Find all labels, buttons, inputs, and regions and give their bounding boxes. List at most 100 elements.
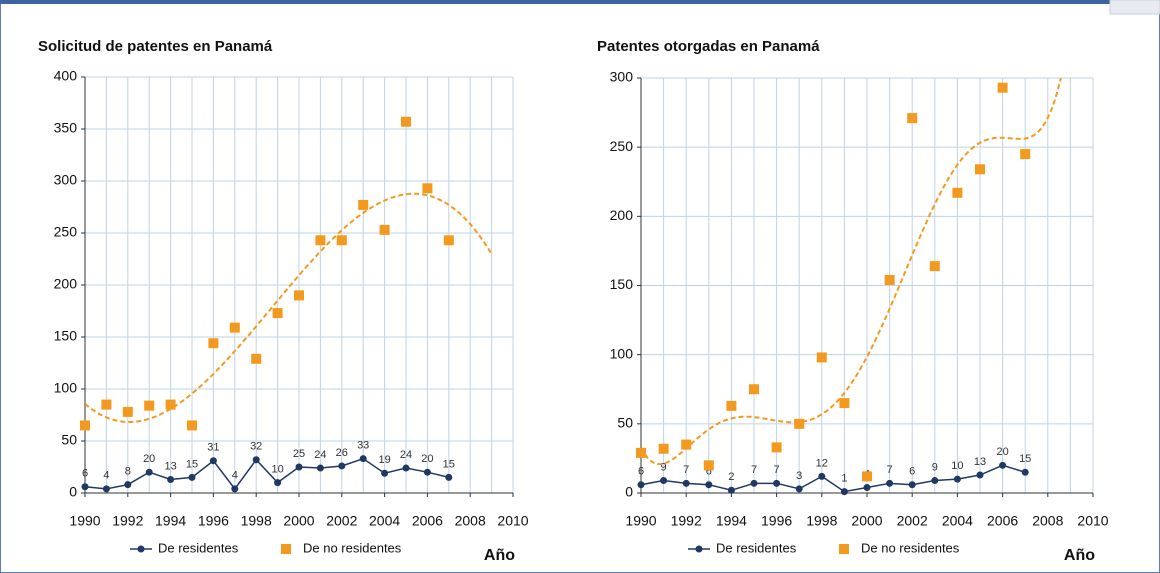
point — [862, 471, 872, 482]
x-tick-label: 2000 — [851, 513, 882, 529]
x-tick-label: 2000 — [283, 513, 314, 529]
data-label: 4 — [232, 470, 238, 482]
data-label: 6 — [638, 466, 644, 478]
data-label: 19 — [378, 454, 390, 466]
point — [401, 116, 411, 127]
point — [840, 488, 848, 496]
point — [637, 481, 645, 489]
point — [188, 473, 196, 481]
y-tick-label: 100 — [54, 380, 78, 396]
y-tick-label: 300 — [54, 172, 78, 188]
point — [294, 290, 304, 301]
legend-label: De residentes — [158, 540, 239, 555]
y-tick-label: 250 — [610, 138, 634, 154]
point — [636, 447, 646, 458]
data-label: 15 — [443, 458, 455, 470]
trendline — [85, 192, 493, 423]
x-tick-label: 2010 — [1077, 513, 1108, 529]
point — [422, 183, 433, 194]
x-tick-label: 1990 — [69, 513, 100, 529]
point — [816, 352, 827, 363]
data-label: 13 — [974, 456, 986, 468]
chart-title: Patentes otorgadas en Panamá — [597, 38, 820, 55]
point — [703, 460, 714, 471]
data-label: 32 — [250, 441, 262, 453]
point — [771, 442, 782, 453]
y-tick-label: 400 — [54, 68, 78, 84]
x-tick-label: 1998 — [806, 513, 837, 529]
x-axis-title: Año — [1064, 547, 1095, 564]
y-tick-label: 150 — [610, 276, 634, 292]
x-tick-label: 2004 — [942, 513, 973, 529]
chart-title: Solicitud de patentes en Panamá — [38, 38, 273, 55]
point — [908, 481, 916, 489]
legend-marker — [839, 544, 849, 554]
legend-marker — [137, 545, 145, 553]
top-bar — [0, 0, 1160, 4]
y-tick-label: 200 — [610, 207, 634, 223]
data-label: 4 — [103, 470, 109, 482]
y-tick-label: 150 — [54, 328, 78, 344]
point — [886, 479, 894, 487]
point — [209, 457, 217, 465]
x-tick-label: 1990 — [625, 513, 656, 529]
data-label: 13 — [164, 460, 176, 472]
point — [727, 486, 735, 494]
data-label: 7 — [887, 464, 893, 476]
point — [1020, 149, 1031, 160]
legend-marker — [695, 545, 703, 553]
point — [976, 471, 984, 479]
x-tick-label: 1994 — [716, 513, 747, 529]
point — [315, 235, 326, 246]
data-label: 6 — [909, 466, 915, 478]
legend-label: De no residentes — [861, 540, 960, 555]
point — [81, 483, 89, 491]
series-line — [640, 464, 1026, 493]
data-label: 6 — [82, 468, 88, 480]
point — [1021, 468, 1029, 476]
data-label: 12 — [816, 457, 828, 469]
point — [726, 400, 737, 411]
point — [272, 308, 283, 319]
data-label: 26 — [336, 447, 348, 459]
point — [122, 406, 133, 417]
data-label: 24 — [400, 449, 412, 461]
data-label: 1 — [841, 473, 847, 485]
data-label: 20 — [996, 446, 1008, 458]
point — [884, 274, 895, 285]
legend-label: De residentes — [716, 540, 797, 555]
point — [749, 384, 759, 395]
data-label: 7 — [683, 464, 689, 476]
data-label: 2 — [728, 471, 734, 483]
data-label: 10 — [271, 464, 283, 476]
legend-label: De no residentes — [303, 540, 402, 555]
point — [773, 479, 781, 487]
data-label: 15 — [1019, 453, 1031, 465]
point — [952, 187, 963, 198]
point — [187, 420, 197, 431]
x-tick-label: 1992 — [671, 513, 702, 529]
x-tick-label: 1994 — [155, 513, 186, 529]
data-label: 15 — [186, 458, 198, 470]
data-label: 8 — [125, 466, 131, 478]
point — [338, 462, 346, 470]
data-label: 7 — [774, 464, 780, 476]
point — [931, 477, 939, 485]
point — [295, 463, 303, 471]
y-tick-label: 350 — [54, 120, 78, 136]
point — [705, 481, 713, 489]
point — [443, 235, 454, 246]
legend-marker — [281, 544, 291, 554]
data-label: 24 — [314, 449, 326, 461]
y-tick-label: 100 — [610, 345, 634, 361]
y-tick-label: 250 — [54, 224, 78, 240]
data-label: 25 — [293, 448, 305, 460]
point — [316, 464, 324, 472]
point — [794, 418, 805, 429]
point — [999, 461, 1007, 469]
y-tick-label: 200 — [54, 276, 78, 292]
y-tick-label: 0 — [625, 484, 633, 500]
point — [167, 475, 175, 483]
x-tick-label: 2006 — [987, 513, 1018, 529]
